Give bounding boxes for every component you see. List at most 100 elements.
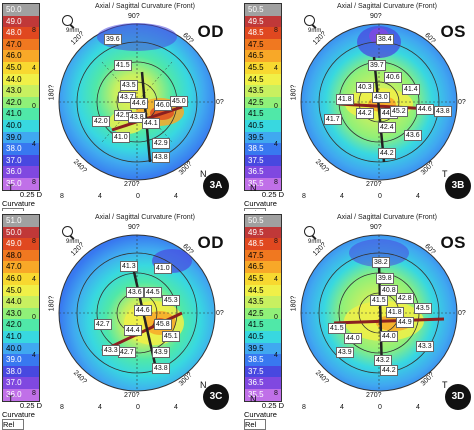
scale-step: 37.0 (3, 154, 39, 167)
curvature-reading: 45.2 (390, 106, 408, 117)
y-tick-label: 8 (274, 179, 278, 186)
map-type-label: Curvature (244, 199, 277, 208)
curvature-reading: 42.7 (94, 319, 112, 330)
search-icon[interactable] (62, 15, 73, 26)
y-tick-label: 4 (274, 65, 278, 72)
scale-step: 37.5 (245, 154, 281, 167)
axis-label-180: 180? (290, 84, 298, 101)
curvature-reading: 39.7 (368, 60, 386, 71)
scale-mode-label[interactable]: Rel (244, 419, 266, 430)
y-tick-label: 4 (274, 352, 278, 359)
axis-label-180: 180? (48, 295, 56, 312)
curvature-reading: 43.0 (372, 92, 390, 103)
axis-label-90: 90? (370, 13, 382, 20)
curvature-reading: 41.3 (120, 261, 138, 272)
y-tick-label: 8 (32, 179, 36, 186)
curvature-reading: 40.3 (356, 82, 374, 93)
zoom-label: 9mm (66, 239, 80, 245)
curvature-reading: 43.6 (404, 130, 422, 141)
curvature-reading: 43.8 (128, 112, 146, 123)
y-tick-label: 0 (32, 103, 36, 110)
color-scale[interactable]: 50.0 49.0 48.0 47.0 46.0 45.0 44.0 43.0 … (2, 3, 40, 191)
curvature-reading: 43.9 (152, 347, 170, 358)
map-title: Axial / Sagittal Curvature (Front) (337, 214, 437, 221)
corneal-map[interactable]: 90?270?180?0?120?60?240?300?NT8404884048… (250, 223, 474, 413)
y-tick-label: 4 (32, 352, 36, 359)
scale-step: 40.5 (245, 330, 281, 343)
search-icon[interactable] (62, 226, 73, 237)
scale-step: 36.5 (245, 377, 281, 389)
zoom-label: 9mm (308, 28, 322, 34)
y-tick-label: 8 (274, 238, 278, 245)
curvature-reading: 41.5 (370, 295, 388, 306)
scale-step: 45.5 (245, 272, 281, 285)
curvature-reading: 41.0 (154, 263, 172, 274)
scale-step: 40.5 (245, 119, 281, 132)
search-icon[interactable] (304, 15, 315, 26)
scale-step: 44.0 (3, 296, 39, 308)
scale-step: 37.5 (245, 365, 281, 378)
scale-step: 35.5 (245, 177, 281, 190)
side-label-right: N (200, 169, 207, 179)
curvature-reading: 41.8 (336, 94, 354, 105)
scale-step: 42.0 (3, 96, 39, 109)
scale-step: 41.0 (3, 108, 39, 120)
curvature-reading: 44.9 (396, 317, 414, 328)
curvature-reading: 44.4 (124, 325, 142, 336)
scale-step: 35.5 (245, 388, 281, 401)
scale-step: 48.5 (245, 238, 281, 250)
curvature-reading: 43.3 (416, 341, 434, 352)
scale-step: 35.0 (3, 177, 39, 190)
search-icon[interactable] (304, 226, 315, 237)
curvature-reading: 44.5 (144, 287, 162, 298)
axis-label-270: 270? (124, 392, 140, 399)
corneal-map[interactable]: 90?270?180?0?120?60?240?300?TN8404884048… (8, 223, 232, 413)
axis-label-0: 0? (458, 99, 466, 106)
y-tick-label: 4 (32, 276, 36, 283)
side-label-left: N (250, 394, 257, 404)
curvature-reading: 43.8 (434, 106, 452, 117)
step-label: 0.25 D (261, 401, 284, 410)
scale-step: 50.0 (3, 226, 39, 239)
map-type-label: Curvature (2, 199, 35, 208)
y-tick-label: 4 (32, 65, 36, 72)
scale-step: 46.0 (3, 272, 39, 285)
curvature-reading: 41.5 (328, 323, 346, 334)
curvature-reading: 46.0 (154, 100, 172, 111)
curvature-reading: 43.5 (414, 303, 432, 314)
scale-step: 40.0 (3, 119, 39, 132)
axis-label-90: 90? (370, 224, 382, 231)
curvature-reading: 41.0 (112, 132, 130, 143)
x-tick-label: 4 (340, 193, 344, 200)
eye-label: OS (440, 233, 466, 252)
side-label-right: N (200, 380, 207, 390)
x-tick-label: 0 (136, 193, 140, 200)
scale-step: 44.5 (245, 73, 281, 86)
color-scale[interactable]: 50.5 49.5 48.5 47.5 46.5 45.5 44.5 43.5 … (244, 214, 282, 402)
eye-label: OD (197, 22, 224, 41)
scale-step: 48.5 (245, 27, 281, 39)
color-scale[interactable]: 51.0 50.0 49.0 48.0 47.0 46.0 45.0 44.0 … (2, 214, 40, 402)
scale-step: 46.5 (245, 50, 281, 62)
y-tick-label: 8 (32, 27, 36, 34)
x-tick-label: 4 (340, 404, 344, 411)
curvature-reading: 44.0 (380, 331, 398, 342)
scale-step: 45.0 (3, 284, 39, 297)
scale-step: 49.5 (245, 15, 281, 28)
curvature-reading: 39.8 (376, 273, 394, 284)
curvature-reading: 43.6 (126, 287, 144, 298)
curvature-reading: 41.4 (402, 84, 420, 95)
scale-step: 38.0 (3, 365, 39, 378)
scale-mode-label[interactable]: Rel (2, 419, 24, 430)
curvature-reading: 45.8 (154, 319, 172, 330)
curvature-reading: 43.9 (336, 347, 354, 358)
scale-step: 43.0 (3, 307, 39, 320)
corneal-map[interactable]: 90?270?180?0?120?60?240?300?NT8404884048… (250, 12, 474, 202)
color-scale[interactable]: 50.5 49.5 48.5 47.5 46.5 45.5 44.5 43.5 … (244, 3, 282, 191)
corneal-map[interactable]: 90?270?180?0?120?60?240?300?TN8404884048… (8, 12, 232, 202)
scale-step: 36.0 (3, 388, 39, 401)
curvature-reading: 40.8 (380, 285, 398, 296)
eye-label: OS (440, 22, 466, 41)
